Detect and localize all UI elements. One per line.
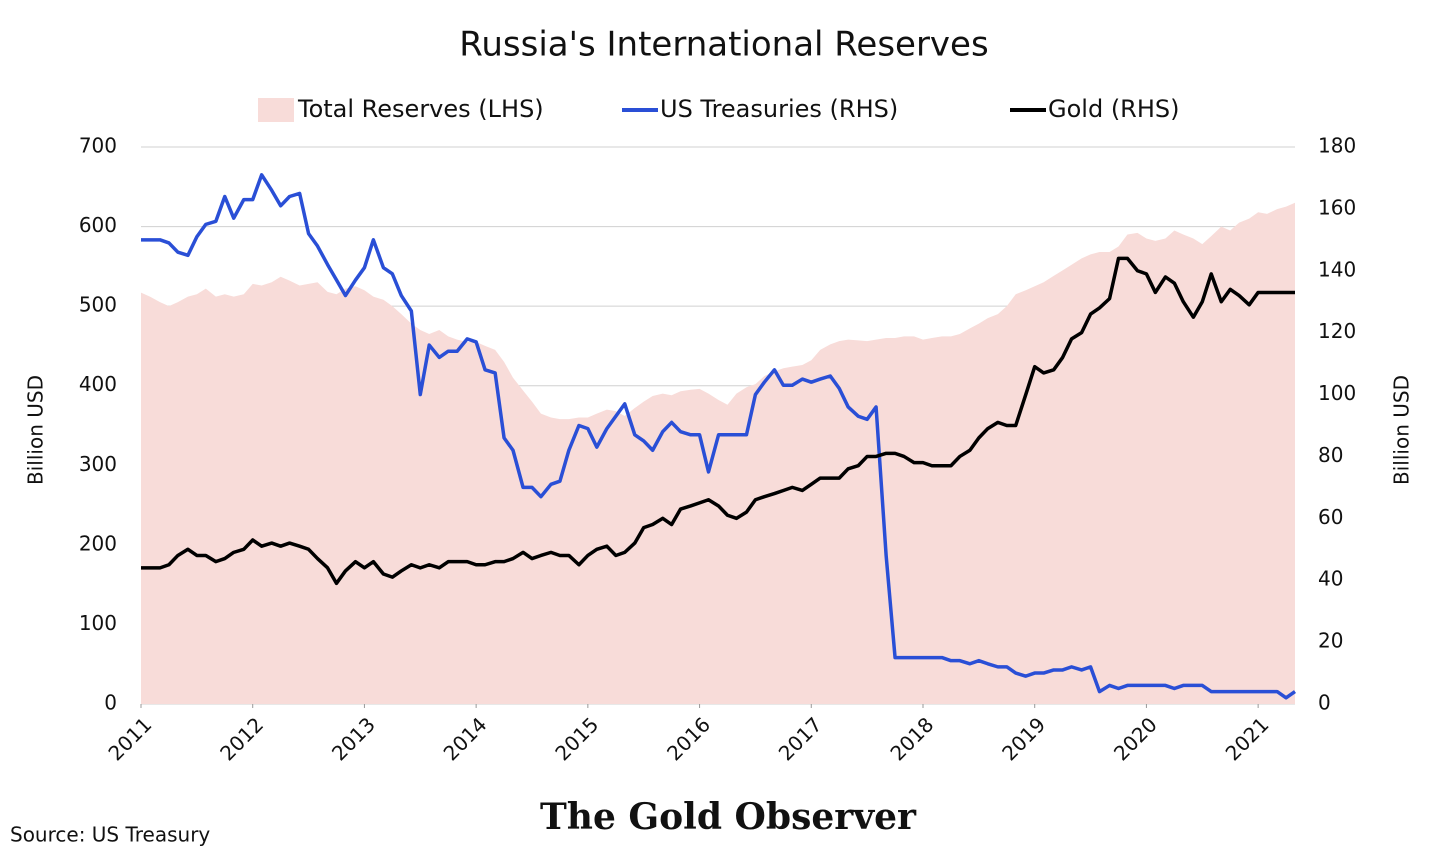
x-tick-label: 2015 xyxy=(550,712,603,765)
chart-title: Russia's International Reserves xyxy=(459,25,988,65)
x-tick-label: 2016 xyxy=(662,712,715,765)
y2-axis-label: Billion USD xyxy=(1390,375,1414,485)
y2-tick-label: 60 xyxy=(1318,505,1343,529)
y2-tick-label: 160 xyxy=(1318,195,1356,219)
footer-brand: The Gold Observer xyxy=(540,796,917,838)
legend-label: US Treasuries (RHS) xyxy=(660,95,898,123)
x-tick-label: 2014 xyxy=(439,712,492,765)
y2-tick-label: 20 xyxy=(1318,629,1343,653)
y2-tick-label: 80 xyxy=(1318,443,1343,467)
x-tick-label: 2012 xyxy=(215,712,268,765)
line xyxy=(141,256,1295,586)
y2-tick-label: 100 xyxy=(1318,381,1356,405)
y2-tick-label: 0 xyxy=(1318,691,1331,715)
legend-swatch xyxy=(258,98,294,122)
plot-area xyxy=(141,173,1296,704)
y2-tick-label: 40 xyxy=(1318,567,1343,591)
x-tick-label: 2020 xyxy=(1109,712,1162,765)
x-tick-label: 2021 xyxy=(1221,712,1274,765)
y-tick-label: 300 xyxy=(79,452,117,476)
line xyxy=(141,173,1296,700)
y-tick-label: 700 xyxy=(79,134,117,158)
y-tick-label: 200 xyxy=(79,531,117,555)
y-tick-label: 100 xyxy=(79,611,117,635)
x-tick-label: 2018 xyxy=(885,712,938,765)
y2-tick-label: 180 xyxy=(1318,134,1356,158)
y-tick-label: 400 xyxy=(79,372,117,396)
y-axis-label: Billion USD xyxy=(24,375,48,485)
x-tick-label: 2017 xyxy=(774,712,827,765)
y2-tick-label: 140 xyxy=(1318,257,1356,281)
source-note: Source: US Treasury xyxy=(10,823,210,847)
x-tick-label: 2019 xyxy=(997,712,1050,765)
legend: Total Reserves (LHS) US Treasuries (RHS) G… xyxy=(258,95,1180,123)
x-tick-label: 2011 xyxy=(103,712,156,765)
x-tick-label: 2013 xyxy=(327,712,380,765)
y-tick-label: 600 xyxy=(79,213,117,237)
area xyxy=(141,202,1295,704)
legend-label: Total Reserves (LHS) xyxy=(297,95,544,123)
y-tick-label: 500 xyxy=(79,293,117,317)
y-tick-label: 0 xyxy=(104,691,117,715)
legend-label: Gold (RHS) xyxy=(1048,95,1180,123)
y2-tick-label: 120 xyxy=(1318,319,1356,343)
